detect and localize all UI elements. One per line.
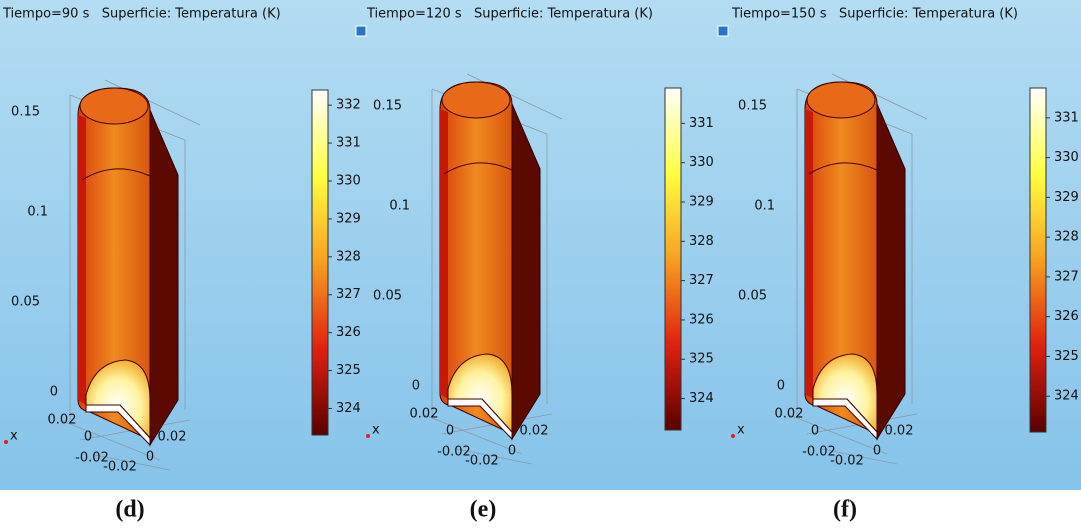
panel-title: Tiempo=120 s Superficie: Temperatura (K) (366, 7, 653, 22)
colorbar-tick-label: 330 (1054, 150, 1079, 165)
colorbar-tick-label: 324 (689, 391, 714, 406)
axis-label: -0.02 (830, 454, 864, 469)
colorbar-tick-label: 325 (689, 352, 714, 367)
axis-label: 0.05 (738, 289, 767, 304)
axis-label: 0.15 (373, 99, 402, 114)
colorbar-tick-label: 331 (336, 136, 361, 151)
axis-label: 0 (508, 444, 516, 459)
colorbar-tick-label: 327 (689, 273, 714, 288)
axis-label: 0.05 (373, 289, 402, 304)
axis-label: 0.15 (11, 105, 40, 120)
colorbar (665, 88, 681, 430)
axis-label: 0.02 (885, 424, 914, 439)
panel-caption: (f) (833, 497, 857, 523)
colorbar-tick-label: 328 (1054, 230, 1079, 245)
axis-label: 0.02 (775, 407, 804, 422)
colorbar-tick-label: 328 (336, 249, 361, 264)
axis-label: 0.02 (520, 424, 549, 439)
axis-label: -0.02 (103, 460, 137, 475)
axis-label: 0 (146, 450, 154, 465)
colorbar-tick-label: 332 (336, 98, 361, 113)
axis-label: 0 (84, 430, 92, 445)
panel-caption: (d) (115, 497, 144, 523)
x-axis-label: x (10, 429, 18, 444)
colorbar-tick-label: 326 (1054, 309, 1079, 324)
axis-label: 0.02 (158, 430, 187, 445)
axis-label: 0.05 (11, 295, 40, 310)
colorbar-tick-label: 329 (689, 195, 714, 210)
axis-label: 0 (446, 424, 454, 439)
colorbar (312, 90, 328, 435)
axis-label: 0.1 (754, 199, 775, 214)
app-icon (718, 26, 728, 36)
axis-label: 0.02 (410, 407, 439, 422)
colorbar-tick-label: 326 (689, 312, 714, 327)
axis-dot (4, 440, 8, 444)
app-icon (356, 26, 366, 36)
colorbar-tick-label: 330 (336, 173, 361, 188)
axis-label: 0 (412, 379, 420, 394)
colorbar-tick-label: 327 (336, 287, 361, 302)
figure: Tiempo=90 s Superficie: Temperatura (K) 0… (0, 0, 1081, 531)
axis-label: 0 (811, 424, 819, 439)
axis-label: 0.1 (389, 199, 410, 214)
colorbar-tick-label: 326 (336, 325, 361, 340)
colorbar-tick-label: 329 (336, 211, 361, 226)
colorbar-tick-label: 331 (689, 116, 714, 131)
colorbar-tick-label: 324 (336, 401, 361, 416)
panel-title: Tiempo=90 s Superficie: Temperatura (K) (2, 7, 281, 22)
panel-title: Tiempo=150 s Superficie: Temperatura (K) (731, 7, 1018, 22)
colorbar-tick-label: 330 (689, 155, 714, 170)
colorbar-tick-label: 329 (1054, 190, 1079, 205)
colorbar-tick-label: 325 (336, 363, 361, 378)
colorbar-tick-label: 328 (689, 234, 714, 249)
axis-label: 0.02 (48, 413, 77, 428)
colorbar-tick-label: 324 (1054, 389, 1079, 404)
axis-label: -0.02 (465, 454, 499, 469)
axis-label: 0 (777, 379, 785, 394)
colorbar-tick-label: 331 (1054, 110, 1079, 125)
x-axis-label: x (372, 423, 380, 438)
axis-dot (731, 434, 735, 438)
axis-dot (366, 434, 370, 438)
axis-label: 0 (50, 385, 58, 400)
panel-caption: (e) (470, 497, 497, 523)
colorbar (1030, 88, 1046, 432)
axis-label: 0.15 (738, 99, 767, 114)
axis-label: 0.1 (27, 205, 48, 220)
axis-label: 0 (873, 444, 881, 459)
x-axis-label: x (737, 423, 745, 438)
colorbar-tick-label: 327 (1054, 269, 1079, 284)
colorbar-tick-label: 325 (1054, 349, 1079, 364)
